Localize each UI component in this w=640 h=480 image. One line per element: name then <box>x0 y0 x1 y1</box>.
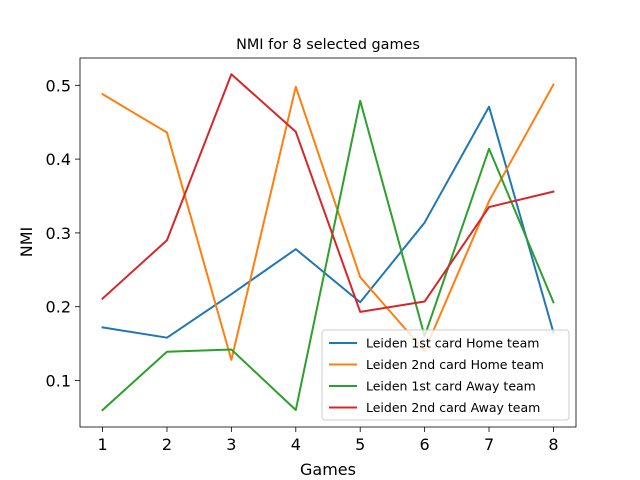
x-tick-label: 6 <box>420 435 430 454</box>
y-axis-label: NMI <box>17 227 36 258</box>
y-tick-label: 0.4 <box>46 150 71 169</box>
series-line-2 <box>101 83 555 361</box>
y-tick-label: 0.2 <box>46 298 71 317</box>
legend: Leiden 1st card Home team Leiden 2nd card… <box>321 329 570 421</box>
x-tick-label: 8 <box>548 435 558 454</box>
legend-label: Leiden 2nd card Away team <box>366 400 540 415</box>
chart-title: NMI for 8 selected games <box>236 37 420 53</box>
x-tick-label: 7 <box>484 435 494 454</box>
legend-label: Leiden 1st card Away team <box>366 379 536 394</box>
axes-frame <box>79 57 577 428</box>
legend-box <box>321 329 570 421</box>
x-axis-label: Games <box>300 460 356 479</box>
y-tick-label: 0.3 <box>46 224 71 243</box>
x-tick-label: 3 <box>226 435 236 454</box>
y-tick-label: 0.5 <box>46 76 71 95</box>
y-tick-label: 0.1 <box>46 372 71 391</box>
x-tick-label: 2 <box>162 435 172 454</box>
legend-label: Leiden 2nd card Home team <box>366 357 544 372</box>
plot-area <box>101 73 555 412</box>
legend-label: Leiden 1st card Home team <box>366 336 539 351</box>
series-line-4 <box>101 73 555 313</box>
x-tick-label: 1 <box>97 435 107 454</box>
series-line-1 <box>101 105 555 339</box>
y-axis: 0.1 0.2 0.3 0.4 0.5 <box>46 76 80 391</box>
x-axis: 1 2 3 4 5 6 7 8 <box>97 427 559 454</box>
series-line-3 <box>101 99 555 412</box>
x-tick-label: 4 <box>291 435 301 454</box>
x-tick-label: 5 <box>355 435 365 454</box>
